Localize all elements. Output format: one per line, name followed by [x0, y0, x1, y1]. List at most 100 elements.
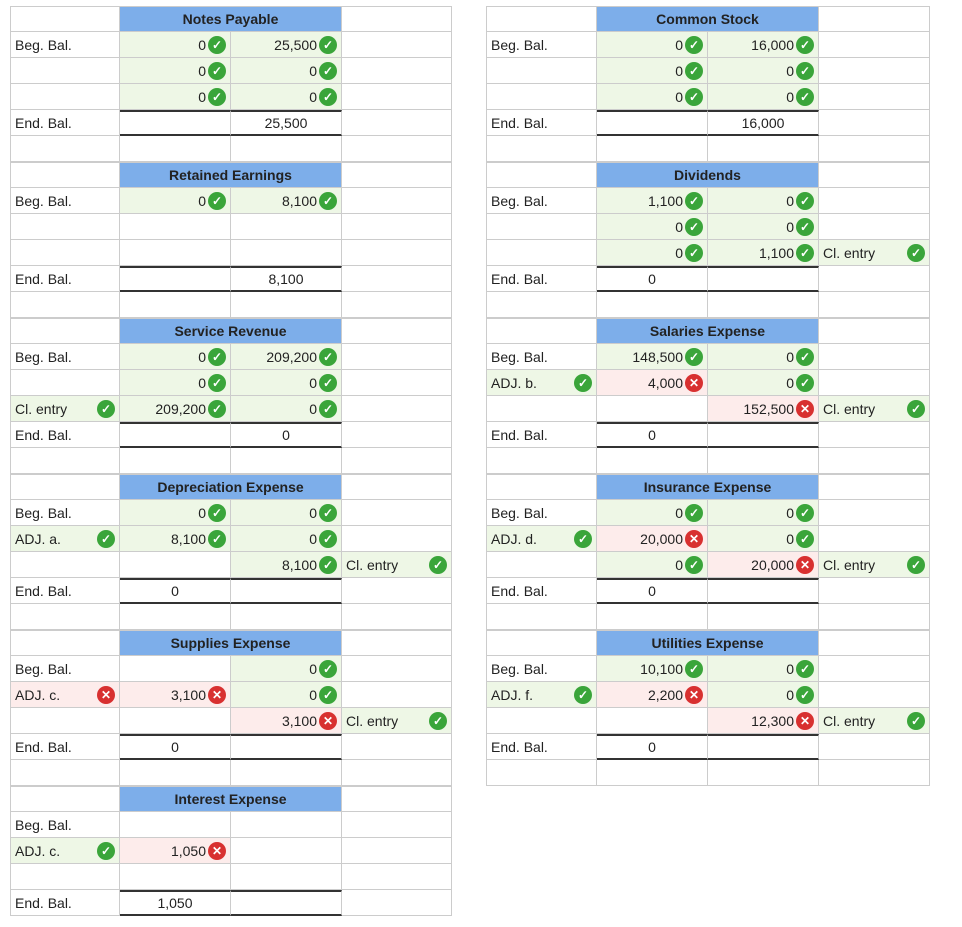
debit-input[interactable]: 0 ✓: [597, 500, 708, 526]
debit-input[interactable]: 148,500 ✓: [597, 344, 708, 370]
credit-input[interactable]: 0 ✓: [708, 84, 819, 110]
debit-input[interactable]: 0 ✓: [120, 32, 231, 58]
end-credit: 8,100: [231, 266, 342, 292]
x-icon: ✕: [97, 686, 115, 704]
debit-input[interactable]: 0 ✓: [120, 370, 231, 396]
credit-input[interactable]: 0 ✓: [231, 682, 342, 708]
debit-input[interactable]: 0 ✓: [597, 552, 708, 578]
credit-input[interactable]: 0 ✓: [231, 58, 342, 84]
check-icon: ✓: [685, 503, 703, 522]
credit-input[interactable]: 0 ✓: [231, 526, 342, 552]
credit-input[interactable]: 1,100 ✓: [708, 240, 819, 266]
debit-input[interactable]: 2,200 ✕: [597, 682, 708, 708]
debit-input[interactable]: 0 ✓: [597, 84, 708, 110]
debit-input[interactable]: 8,100 ✓: [120, 526, 231, 552]
debit-input[interactable]: 0 ✓: [120, 344, 231, 370]
account-title: Insurance Expense: [597, 474, 819, 500]
closing-entry-label[interactable]: Cl. entry ✓: [819, 708, 930, 734]
account-title: Salaries Expense: [597, 318, 819, 344]
credit-input[interactable]: 0 ✓: [231, 370, 342, 396]
credit-input[interactable]: 8,100 ✓: [231, 188, 342, 214]
credit-input[interactable]: 3,100 ✕: [231, 708, 342, 734]
adj-b-label[interactable]: ADJ. b. ✓: [486, 370, 597, 396]
credit-input[interactable]: 0 ✓: [708, 656, 819, 682]
adj-a-label[interactable]: ADJ. a. ✓: [10, 526, 120, 552]
credit-input[interactable]: 0 ✓: [231, 656, 342, 682]
debit-input[interactable]: 10,100 ✓: [597, 656, 708, 682]
end-debit: 0: [120, 734, 231, 760]
debit-input[interactable]: 0 ✓: [120, 58, 231, 84]
debit-input[interactable]: 0 ✓: [120, 84, 231, 110]
credit-input[interactable]: 0 ✓: [231, 396, 342, 422]
account-title: Supplies Expense: [120, 630, 342, 656]
credit-input[interactable]: 25,500 ✓: [231, 32, 342, 58]
debit-input[interactable]: 20,000 ✕: [597, 526, 708, 552]
debit-input[interactable]: 0 ✓: [597, 58, 708, 84]
check-icon: ✓: [208, 399, 226, 418]
debit-input[interactable]: 0 ✓: [120, 500, 231, 526]
credit-input[interactable]: 0 ✓: [708, 370, 819, 396]
credit-input[interactable]: 0 ✓: [708, 188, 819, 214]
credit-input[interactable]: 20,000 ✕: [708, 552, 819, 578]
check-icon: ✓: [208, 373, 226, 392]
end-debit: 0: [120, 578, 231, 604]
debit-input[interactable]: 1,100 ✓: [597, 188, 708, 214]
debit-input[interactable]: 0 ✓: [597, 214, 708, 240]
end-bal-label: End. Bal.: [486, 422, 597, 448]
beg-bal-label: Beg. Bal.: [10, 344, 120, 370]
adj-d-label[interactable]: ADJ. d. ✓: [486, 526, 597, 552]
closing-entry-label[interactable]: Cl. entry ✓: [342, 708, 452, 734]
credit-input[interactable]: 209,200 ✓: [231, 344, 342, 370]
adj-c-label[interactable]: ADJ. c. ✓: [10, 838, 120, 864]
debit-input[interactable]: 209,200 ✓: [120, 396, 231, 422]
check-icon: ✓: [685, 35, 703, 54]
x-icon: ✕: [796, 399, 814, 418]
credit-input[interactable]: 16,000 ✓: [708, 32, 819, 58]
end-bal-label: End. Bal.: [486, 578, 597, 604]
check-icon: ✓: [796, 217, 814, 236]
end-bal-label: End. Bal.: [486, 734, 597, 760]
credit-input[interactable]: 0 ✓: [231, 500, 342, 526]
debit-input[interactable]: 4,000 ✕: [597, 370, 708, 396]
debit-input[interactable]: 3,100 ✕: [120, 682, 231, 708]
depreciation-expense-account: Depreciation Expense Beg. Bal. 0 ✓ 0 ✓ ADJ…: [10, 474, 452, 630]
debit-input[interactable]: 1,050 ✕: [120, 838, 231, 864]
check-icon: ✓: [685, 243, 703, 262]
x-icon: ✕: [685, 685, 703, 704]
check-icon: ✓: [685, 191, 703, 210]
closing-entry-label[interactable]: Cl. entry ✓: [819, 240, 930, 266]
credit-input[interactable]: 12,300 ✕: [708, 708, 819, 734]
credit-input[interactable]: 0 ✓: [708, 500, 819, 526]
end-debit: 0: [597, 266, 708, 292]
closing-entry-label[interactable]: Cl. entry ✓: [342, 552, 452, 578]
check-icon: ✓: [796, 659, 814, 678]
adj-f-label[interactable]: ADJ. f. ✓: [486, 682, 597, 708]
check-icon: ✓: [208, 35, 226, 54]
check-icon: ✓: [319, 347, 337, 366]
credit-input[interactable]: 0 ✓: [708, 344, 819, 370]
account-title: Notes Payable: [120, 6, 342, 32]
check-icon: ✓: [319, 61, 337, 80]
check-icon: ✓: [685, 87, 703, 106]
end-bal-label: End. Bal.: [486, 110, 597, 136]
check-icon: ✓: [319, 399, 337, 418]
check-icon: ✓: [208, 503, 226, 522]
credit-input[interactable]: 8,100 ✓: [231, 552, 342, 578]
check-icon: ✓: [97, 400, 115, 418]
credit-input[interactable]: 152,500 ✕: [708, 396, 819, 422]
closing-entry-label[interactable]: Cl. entry ✓: [819, 552, 930, 578]
credit-input[interactable]: 0 ✓: [708, 682, 819, 708]
debit-input[interactable]: 0 ✓: [597, 240, 708, 266]
end-credit: 16,000: [708, 110, 819, 136]
closing-entry-label[interactable]: Cl. entry ✓: [10, 396, 120, 422]
end-bal-label: End. Bal.: [486, 266, 597, 292]
credit-input[interactable]: 0 ✓: [231, 84, 342, 110]
credit-input[interactable]: 0 ✓: [708, 58, 819, 84]
debit-input[interactable]: 0 ✓: [597, 32, 708, 58]
debit-input[interactable]: 0 ✓: [120, 188, 231, 214]
credit-input[interactable]: 0 ✓: [708, 526, 819, 552]
credit-input[interactable]: 0 ✓: [708, 214, 819, 240]
adj-c-label[interactable]: ADJ. c. ✕: [10, 682, 120, 708]
closing-entry-label[interactable]: Cl. entry ✓: [819, 396, 930, 422]
